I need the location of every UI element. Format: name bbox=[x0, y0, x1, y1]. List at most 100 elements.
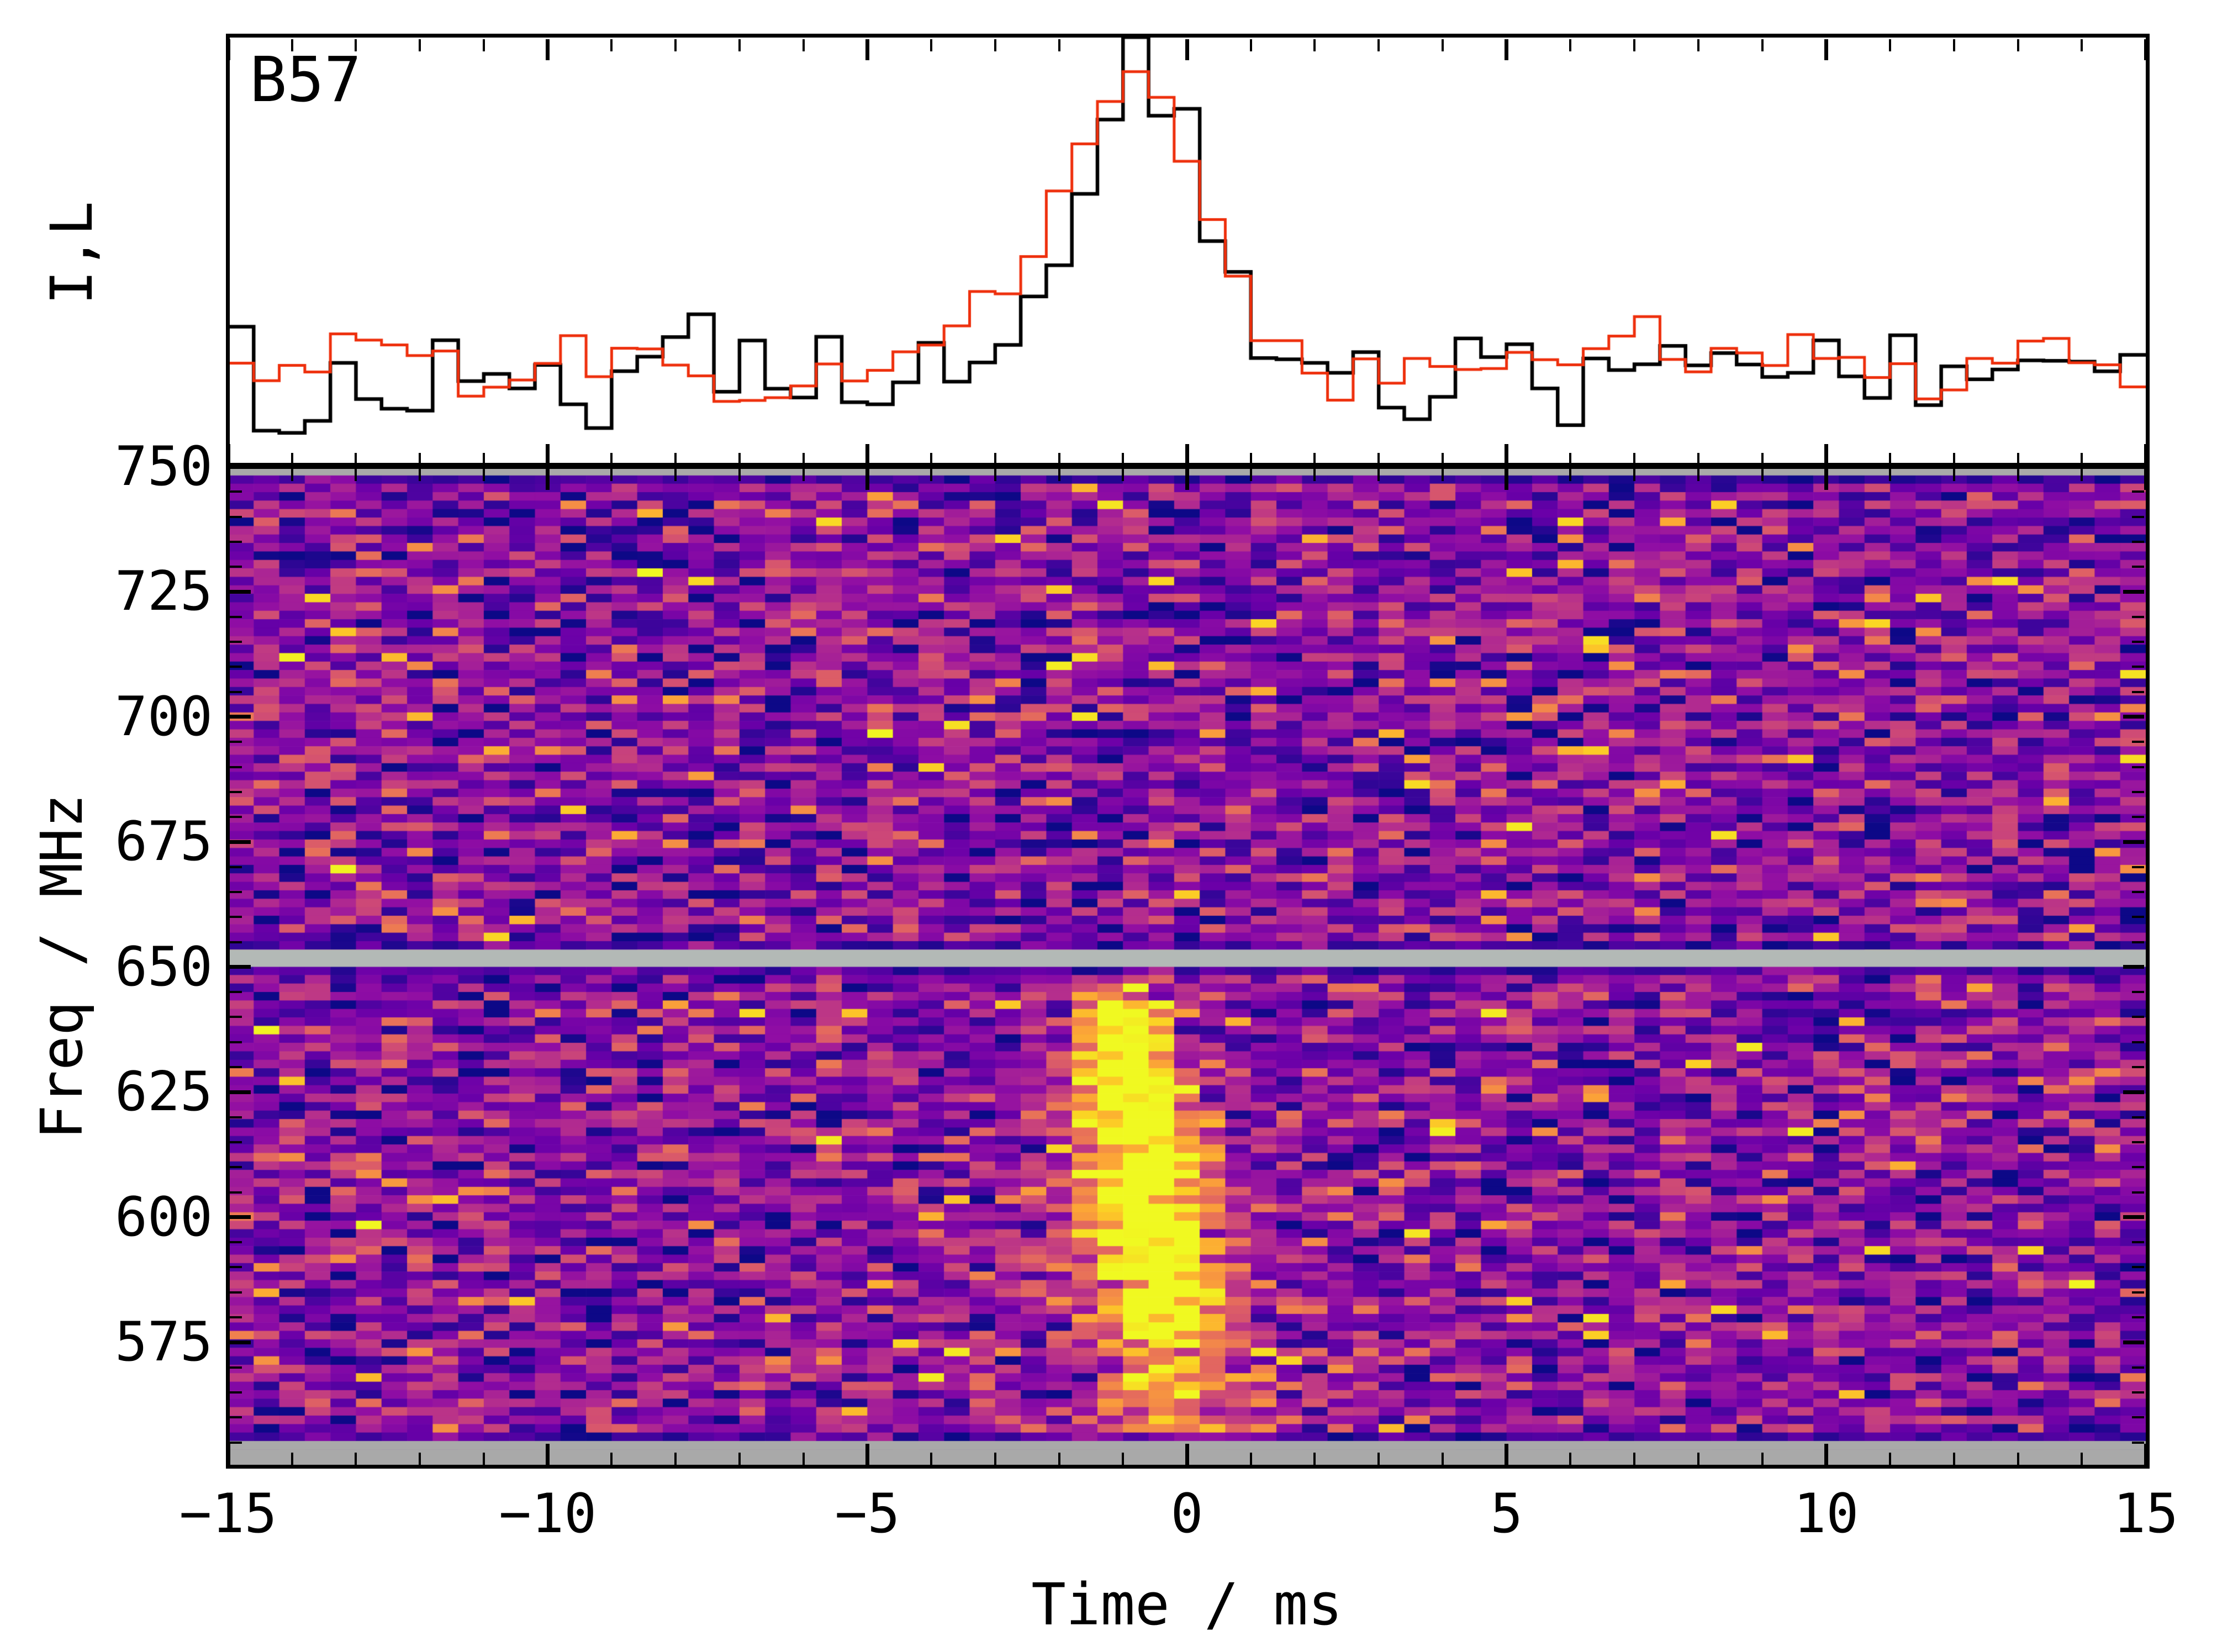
y-minor-tick bbox=[2132, 490, 2144, 493]
x-major-tick bbox=[226, 1444, 230, 1465]
x-minor-tick bbox=[802, 1453, 805, 1465]
x-minor-tick bbox=[610, 453, 613, 465]
y-minor-tick bbox=[230, 615, 242, 618]
x-minor-tick bbox=[1441, 1453, 1444, 1465]
x-minor-tick bbox=[482, 469, 485, 481]
x-minor-tick bbox=[419, 1453, 421, 1465]
x-minor-tick bbox=[1697, 453, 1699, 465]
x-minor-tick bbox=[674, 39, 677, 51]
y-minor-tick bbox=[2132, 641, 2144, 643]
x-minor-tick bbox=[802, 39, 805, 51]
y-major-tick bbox=[230, 589, 251, 594]
y-minor-tick bbox=[2132, 540, 2144, 543]
y-major-tick bbox=[230, 840, 251, 844]
x-minor-tick bbox=[355, 1453, 357, 1465]
y-minor-tick bbox=[230, 1016, 242, 1018]
y-major-tick bbox=[2123, 965, 2144, 969]
x-minor-tick bbox=[355, 453, 357, 465]
y-major-tick bbox=[2123, 715, 2144, 719]
y-minor-tick bbox=[2132, 790, 2144, 793]
time-axis-label: Time / ms bbox=[1031, 1571, 1343, 1638]
x-minor-tick bbox=[1697, 1453, 1699, 1465]
y-minor-tick bbox=[2132, 1016, 2144, 1018]
y-major-tick bbox=[230, 1215, 251, 1220]
y-minor-tick bbox=[230, 865, 242, 868]
y-major-tick bbox=[230, 965, 251, 969]
x-minor-tick bbox=[610, 469, 613, 481]
x-minor-tick bbox=[738, 453, 741, 465]
x-major-tick bbox=[2144, 469, 2148, 490]
x-minor-tick bbox=[930, 469, 933, 481]
y-minor-tick bbox=[230, 515, 242, 518]
x-minor-tick bbox=[1377, 469, 1380, 481]
y-minor-tick bbox=[230, 690, 242, 693]
freq-axis-label: Freq / MHz bbox=[28, 793, 96, 1140]
x-minor-tick bbox=[1569, 453, 1572, 465]
x-minor-tick bbox=[1377, 39, 1380, 51]
y-minor-tick bbox=[230, 1041, 242, 1043]
x-minor-tick bbox=[802, 469, 805, 481]
x-minor-tick bbox=[1249, 39, 1252, 51]
x-minor-tick bbox=[1313, 1453, 1316, 1465]
x-minor-tick bbox=[291, 1453, 293, 1465]
y-minor-tick bbox=[230, 1416, 242, 1419]
y-minor-tick bbox=[2132, 666, 2144, 668]
x-tick-label-2: −5 bbox=[835, 1482, 900, 1545]
y-minor-tick bbox=[2132, 1441, 2144, 1444]
x-major-tick bbox=[1505, 39, 1509, 60]
x-minor-tick bbox=[482, 39, 485, 51]
x-minor-tick bbox=[994, 469, 996, 481]
x-minor-tick bbox=[1058, 469, 1060, 481]
y-minor-tick bbox=[230, 1241, 242, 1244]
y-minor-tick bbox=[2132, 1116, 2144, 1118]
x-minor-tick bbox=[1122, 1453, 1125, 1465]
x-minor-tick bbox=[610, 39, 613, 51]
y-major-tick bbox=[230, 465, 251, 469]
profile-y-axis-label: I,L bbox=[38, 201, 105, 305]
x-minor-tick bbox=[994, 453, 996, 465]
y-tick-label-2: 700 bbox=[114, 685, 213, 748]
x-minor-tick bbox=[1761, 453, 1764, 465]
x-minor-tick bbox=[291, 39, 293, 51]
y-tick-label-6: 600 bbox=[114, 1185, 213, 1249]
y-minor-tick bbox=[230, 1441, 242, 1444]
x-minor-tick bbox=[930, 39, 933, 51]
y-major-tick bbox=[2123, 465, 2144, 469]
x-major-tick bbox=[1185, 1444, 1189, 1465]
y-minor-tick bbox=[230, 540, 242, 543]
x-minor-tick bbox=[1249, 1453, 1252, 1465]
x-minor-tick bbox=[1313, 453, 1316, 465]
x-minor-tick bbox=[355, 469, 357, 481]
x-minor-tick bbox=[1122, 453, 1125, 465]
x-minor-tick bbox=[1697, 39, 1699, 51]
x-minor-tick bbox=[1249, 469, 1252, 481]
x-minor-tick bbox=[2017, 469, 2019, 481]
x-major-tick bbox=[546, 1444, 550, 1465]
x-minor-tick bbox=[994, 1453, 996, 1465]
x-major-tick bbox=[865, 1444, 869, 1465]
x-minor-tick bbox=[1761, 1453, 1764, 1465]
y-minor-tick bbox=[230, 1291, 242, 1294]
x-minor-tick bbox=[419, 39, 421, 51]
x-tick-label-5: 10 bbox=[1793, 1482, 1859, 1545]
x-minor-tick bbox=[1952, 453, 1955, 465]
x-minor-tick bbox=[1761, 39, 1764, 51]
y-minor-tick bbox=[2132, 1366, 2144, 1369]
x-minor-tick bbox=[1122, 39, 1125, 51]
y-major-tick bbox=[230, 1090, 251, 1094]
y-minor-tick bbox=[2132, 1141, 2144, 1143]
y-minor-tick bbox=[230, 941, 242, 943]
y-minor-tick bbox=[2132, 741, 2144, 743]
x-minor-tick bbox=[1313, 39, 1316, 51]
x-tick-label-1: −10 bbox=[499, 1482, 597, 1545]
x-minor-tick bbox=[1952, 469, 1955, 481]
y-minor-tick bbox=[2132, 1191, 2144, 1194]
y-minor-tick bbox=[2132, 1416, 2144, 1419]
y-tick-label-5: 625 bbox=[114, 1060, 213, 1124]
x-tick-label-6: 15 bbox=[2113, 1482, 2178, 1545]
x-major-tick bbox=[865, 469, 869, 490]
y-minor-tick bbox=[230, 741, 242, 743]
x-minor-tick bbox=[2081, 39, 2083, 51]
x-major-tick bbox=[226, 444, 230, 465]
x-major-tick bbox=[2144, 1444, 2148, 1465]
